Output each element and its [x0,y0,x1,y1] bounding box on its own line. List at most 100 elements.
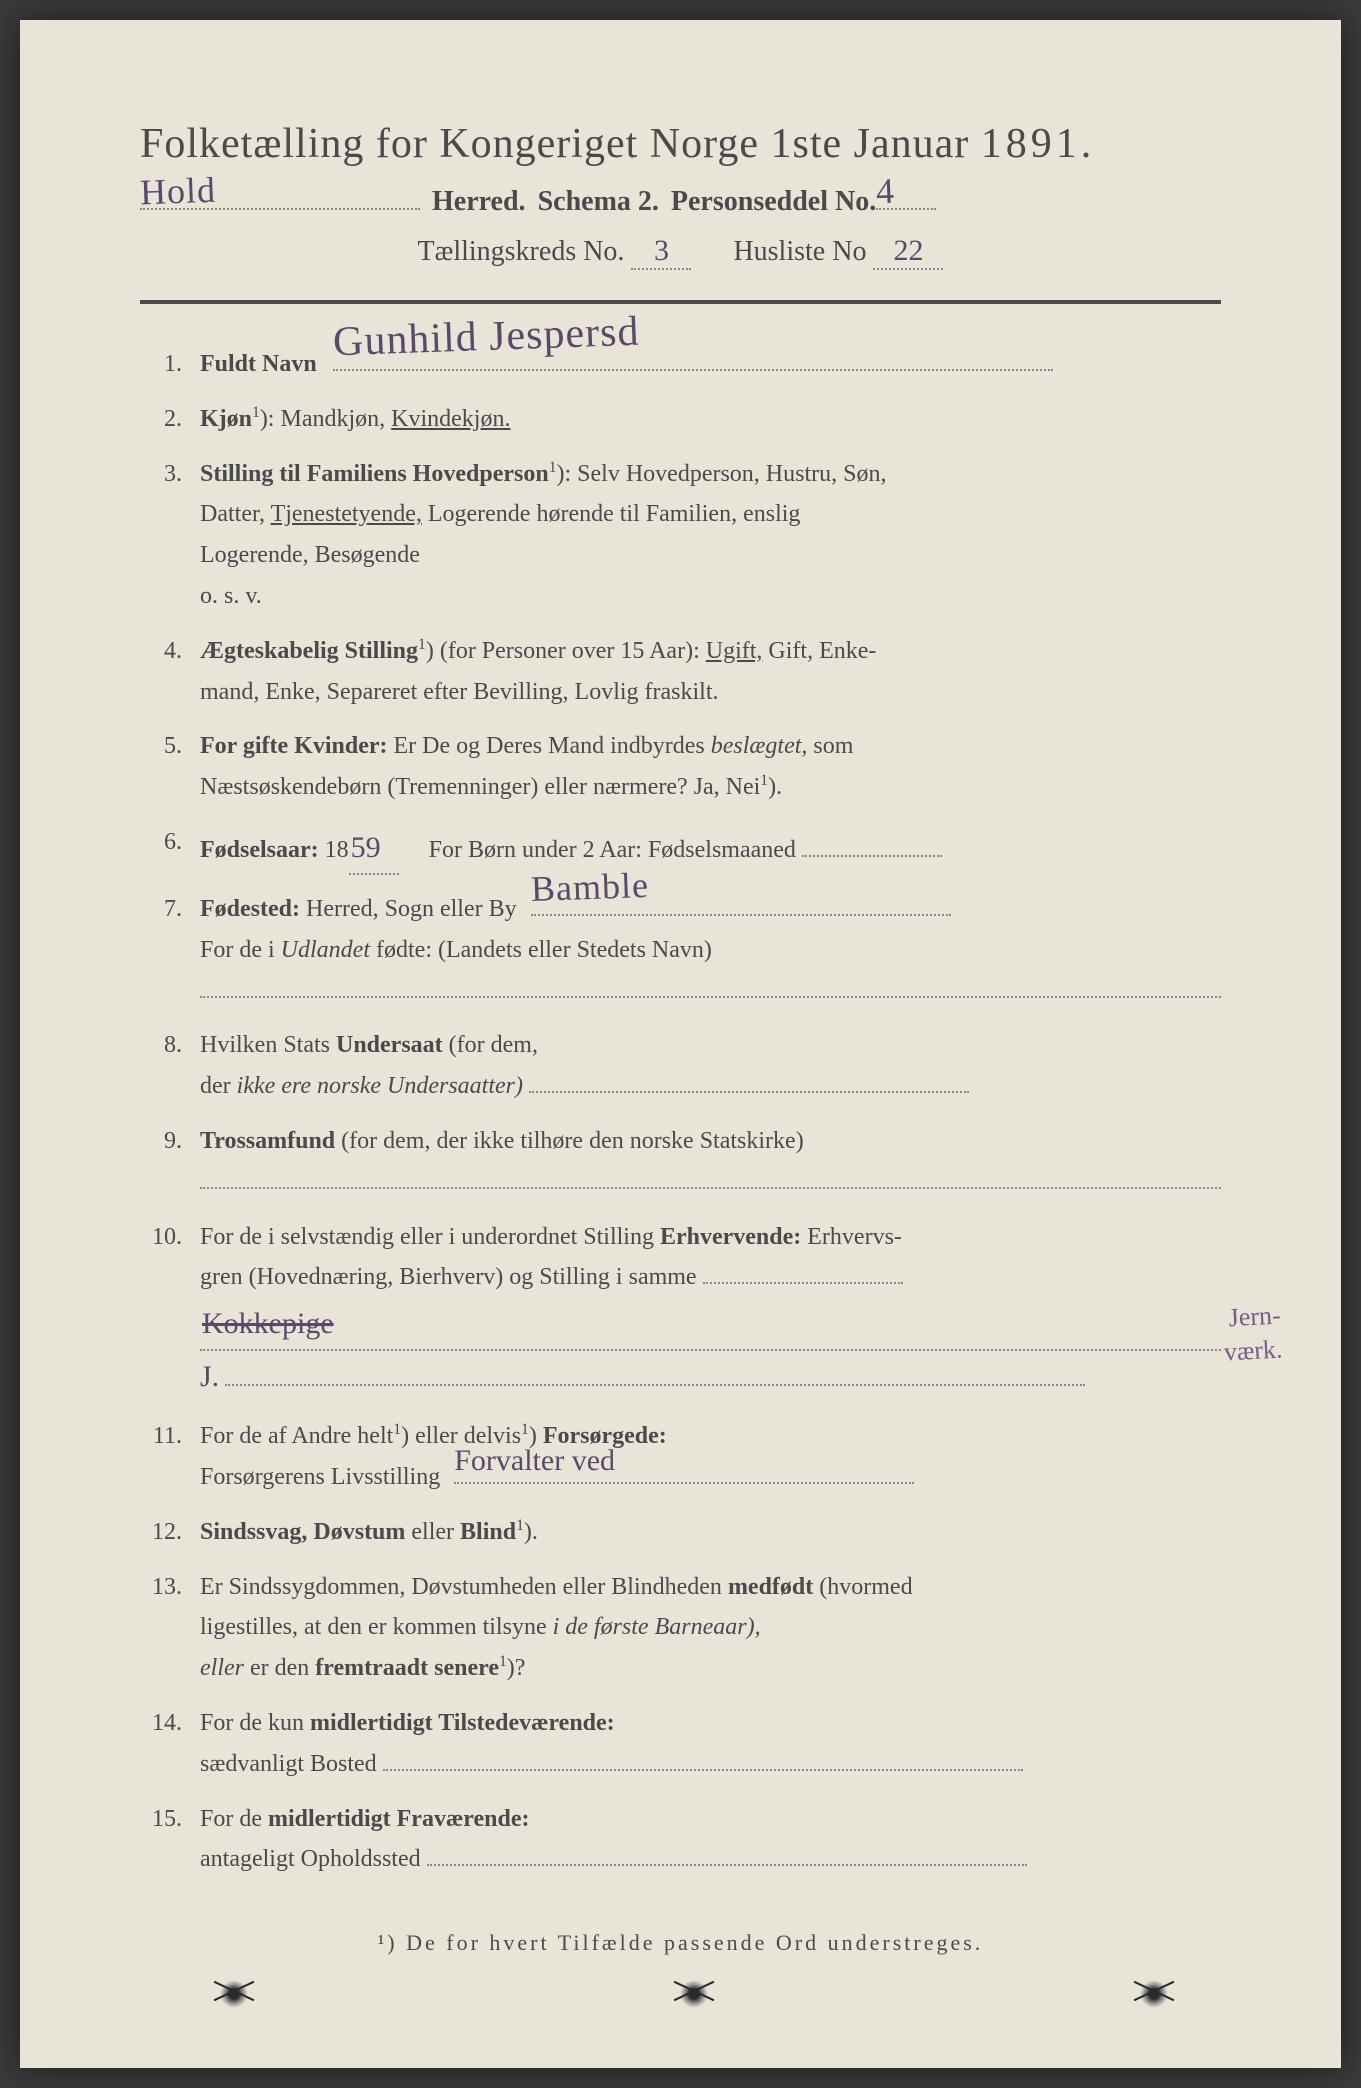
row-13-italic2: eller [200,1655,244,1681]
row-4-num: 4. [140,631,200,713]
row-13-text4: er den [250,1655,315,1681]
row-6-num: 6. [140,822,200,875]
row-9-label: Trossamfund [200,1128,335,1154]
row-9-num: 9. [140,1121,200,1203]
row-10-text2: Erhvervs- [807,1224,902,1250]
kreds-no: 3 [654,234,669,268]
row-2-opts: Mandkjøn, [280,406,391,432]
row-12: 12. Sindssvag, Døvstum eller Blind1). [140,1512,1221,1553]
row-8-text2: (for dem, [449,1032,538,1058]
row-5: 5. For gifte Kvinder: Er De og Deres Man… [140,726,1221,808]
row-7: 7. Fødested: Herred, Sogn eller By Bambl… [140,889,1221,1011]
row-15-bold: midlertidigt Fraværende: [268,1806,530,1832]
row-14: 14. For de kun midlertidigt Tilstedevære… [140,1703,1221,1785]
row-5-text1: Er De og Deres Mand indbyrdes [394,733,711,759]
row-7-text2: For de i [200,937,281,963]
row-12-text: eller [411,1519,460,1545]
row-10: 10. For de i selvstændig eller i underor… [140,1217,1221,1403]
row-10-prefix: J. [200,1351,219,1402]
husliste-label: Husliste No [733,236,866,267]
row-8-text1: Hvilken Stats [200,1032,336,1058]
row-13-bold: medfødt [728,1574,813,1600]
row-8-italic: ikke ere norske Undersaatter) [237,1073,523,1099]
row-13-text1: Er Sindssygdommen, Døvstumheden eller Bl… [200,1574,728,1600]
row-5-text2: som [813,733,853,759]
binding-hole-icon [680,1980,708,2008]
row-1-label: Fuldt Navn [200,351,317,377]
row-12-label: Sindssvag, Døvstum [200,1519,405,1545]
row-11: 11. For de af Andre helt1) eller delvis1… [140,1416,1221,1498]
row-15-text1: For de [200,1806,268,1832]
row-5-text3: Næstsøskendebørn (Tremenninger) eller næ… [200,774,760,800]
kreds-label: Tællingskreds No. [418,236,625,267]
row-6: 6. Fødselsaar: 1859 For Børn under 2 Aar… [140,822,1221,875]
row-6-label: Fødselsaar: [200,837,319,863]
footnote-text: De for hvert Tilfælde passende Ord under… [406,1930,983,1955]
row-10-value: Kokkepige [202,1298,334,1349]
row-14-num: 14. [140,1703,200,1785]
form-title: Folketælling for Kongeriget Norge 1ste J… [140,120,1221,168]
row-13-bold2: fremtraadt senere [315,1655,499,1681]
binding-hole-icon [1140,1980,1168,2008]
row-3: 3. Stilling til Familiens Hovedperson1):… [140,454,1221,617]
row-10-text1: For de i selvstændig eller i underordnet… [200,1224,660,1250]
row-10-bold: Erhvervende: [660,1224,801,1250]
row-8-num: 8. [140,1025,200,1107]
row-2: 2. Kjøn1): Mandkjøn, Kvindekjøn. [140,399,1221,440]
row-5-italic: beslægtet, [711,733,808,759]
row-12-bold2: Blind [460,1519,516,1545]
herred-label: Herred. [432,186,526,218]
row-4-label: Ægteskabelig Stilling [200,638,418,664]
row-4-underlined: Ugift, [706,638,763,664]
row-7-text1: Herred, Sogn eller By [306,896,517,922]
row-7-text3: fødte: (Landets eller Stedets Navn) [376,937,712,963]
row-6-value: 59 [351,822,381,873]
footnote: ¹) De for hvert Tilfælde passende Ord un… [140,1930,1221,1956]
row-14-text2: sædvanligt Bosted [200,1751,377,1777]
margin-note-line2: værk. [1223,1334,1283,1366]
row-12-num: 12. [140,1512,200,1553]
header-line-2: Hold Herred. Schema 2. Personseddel No. … [140,186,1221,218]
row-13: 13. Er Sindssygdommen, Døvstumheden elle… [140,1567,1221,1689]
row-6-prefix: 18 [325,837,349,863]
row-14-text1: For de kun [200,1710,310,1736]
row-1-num: 1. [140,344,200,385]
schema-label: Schema 2. [538,186,659,218]
row-10-num: 10. [140,1217,200,1403]
row-9-text: (for dem, der ikke tilhøre den norske St… [341,1128,804,1154]
row-3-label: Stilling til Familiens Hovedperson [200,461,549,487]
row-7-value: Bamble [530,855,650,920]
row-11-value: Forvalter ved [454,1435,615,1486]
row-3-opts3: Logerende hørende til Familien, enslig [428,501,801,527]
row-11-text1: For de af Andre helt [200,1423,393,1449]
row-4-opts2: mand, Enke, Separeret efter Bevilling, L… [200,679,719,705]
row-7-italic: Udlandet [281,937,370,963]
row-3-num: 3. [140,454,200,617]
row-2-label: Kjøn [200,406,252,432]
row-13-text2: (hvormed [819,1574,912,1600]
title-prefix: Folketælling for Kongeriget Norge 1ste J… [140,121,969,167]
row-3-opts1: Selv Hovedperson, Hustru, Søn, [577,461,886,487]
row-15-text2: antageligt Opholdssted [200,1846,421,1872]
header-line-3: Tællingskreds No. 3 Husliste No 22 [140,234,1221,270]
row-7-label: Fødested: [200,896,300,922]
divider [140,300,1221,304]
row-1-value: Gunhild Jespersd [332,296,641,378]
row-3-underlined: Tjenestetyende, [271,501,422,527]
row-13-text3: ligestilles, at den er kommen tilsyne [200,1614,553,1640]
row-15-num: 15. [140,1799,200,1881]
binding-hole-icon [220,1980,248,2008]
row-14-bold: midlertidigt Tilstedeværende: [310,1710,615,1736]
row-2-num: 2. [140,399,200,440]
row-11-text3: Forsørgerens Livsstilling [200,1464,440,1490]
row-3-opts5: o. s. v. [200,583,262,609]
census-form-page: Folketælling for Kongeriget Norge 1ste J… [20,20,1341,2068]
row-11-num: 11. [140,1416,200,1498]
margin-note-line1: Jern- [1227,1301,1280,1333]
title-year: 1891. [981,121,1096,167]
row-10-text3: gren (Hovednæring, Bierhverv) og Stillin… [200,1264,697,1290]
row-5-label: For gifte Kvinder: [200,733,388,759]
personseddel-label: Personseddel No. [671,186,876,218]
row-3-opts4: Logerende, Besøgende [200,542,420,568]
row-8-text3: der [200,1073,237,1099]
